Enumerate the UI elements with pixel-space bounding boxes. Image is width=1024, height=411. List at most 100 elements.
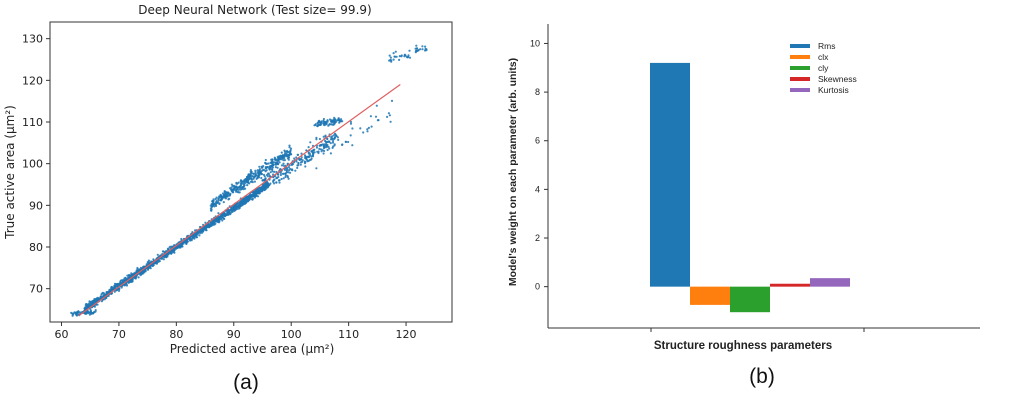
scatter-point: [288, 144, 291, 147]
scatter-point: [265, 173, 269, 177]
x-tick-label: 100: [281, 328, 302, 341]
scatter-point: [421, 45, 424, 48]
scatter-point: [76, 314, 79, 317]
scatter-point: [398, 58, 401, 62]
scatter-point: [322, 135, 325, 138]
y-tick-label: 4: [535, 184, 540, 194]
scatter-point: [117, 289, 121, 292]
scatter-point: [230, 209, 233, 212]
scatter-point: [282, 172, 285, 175]
scatter-point: [351, 144, 354, 147]
bar-skewness: [770, 283, 810, 287]
scatter-point: [287, 177, 290, 180]
scatter-point: [102, 294, 105, 297]
scatter-point: [226, 193, 229, 196]
scatter-point: [168, 246, 171, 249]
legend-swatch: [790, 88, 810, 92]
y-tick-label: 8: [535, 87, 540, 97]
scatter-point: [305, 149, 308, 152]
scatter-point: [217, 212, 220, 215]
scatter-point: [408, 56, 412, 59]
scatter-point: [247, 198, 250, 201]
scatter-point: [234, 206, 237, 209]
scatter-point: [318, 123, 321, 127]
scatter-point: [93, 298, 96, 302]
scatter-point: [256, 191, 259, 194]
scatter-point: [227, 213, 230, 216]
scatter-point: [349, 134, 352, 137]
scatter-point: [89, 311, 93, 314]
scatter-point: [294, 169, 297, 172]
bar-rms: [650, 62, 690, 287]
chart-b-y-ticks: 0 2 4 6 8 10: [530, 38, 548, 292]
scatter-point: [273, 182, 276, 185]
scatter-point: [295, 156, 298, 159]
scatter-point: [219, 215, 222, 218]
scatter-point: [414, 47, 417, 50]
scatter-point: [264, 188, 267, 191]
scatter-point: [70, 311, 73, 314]
scatter-point: [264, 170, 267, 173]
scatter-point: [324, 139, 327, 143]
scatter-point: [337, 138, 340, 141]
scatter-point: [282, 154, 285, 158]
scatter-point: [100, 300, 103, 303]
scatter-point: [301, 159, 304, 162]
scatter-point: [242, 200, 245, 203]
chart-a-fit-line: [78, 84, 401, 317]
scatter-point: [165, 256, 168, 259]
scatter-point: [110, 286, 113, 289]
scatter-point: [398, 55, 401, 58]
scatter-point: [317, 120, 320, 123]
scatter-point: [202, 228, 205, 231]
scatter-point: [258, 191, 261, 194]
scatter-point: [246, 200, 249, 203]
scatter-point: [332, 138, 335, 141]
scatter-point: [275, 181, 278, 184]
legend-swatch: [790, 44, 810, 48]
scatter-point: [145, 263, 148, 266]
scatter-point: [193, 234, 196, 237]
scatter-point: [293, 157, 296, 160]
scatter-point: [406, 56, 409, 59]
scatter-point: [224, 197, 228, 200]
scatter-point: [298, 158, 301, 162]
scatter-point: [273, 161, 276, 164]
scatter-point: [113, 290, 116, 293]
scatter-point: [240, 202, 243, 205]
scatter-point: [331, 139, 335, 143]
scatter-point: [231, 190, 234, 193]
scatter-point: [320, 143, 323, 146]
x-tick-label: 120: [396, 328, 417, 341]
scatter-point: [155, 261, 158, 264]
legend-label: Kurtosis: [818, 85, 849, 95]
scatter-point: [387, 112, 390, 115]
scatter-point: [227, 192, 230, 195]
scatter-point: [264, 165, 268, 169]
scatter-point: [258, 165, 261, 168]
bar-kurtosis: [810, 278, 850, 287]
scatter-point: [274, 175, 277, 178]
y-tick-label: 80: [29, 241, 43, 254]
scatter-point: [351, 127, 354, 130]
scatter-point: [307, 151, 310, 154]
scatter-point: [119, 280, 122, 283]
scatter-point: [214, 203, 217, 206]
scatter-point: [237, 207, 240, 210]
scatter-point: [257, 176, 261, 179]
scatter-point: [254, 175, 257, 178]
scatter-point: [129, 280, 133, 284]
scatter-point: [336, 119, 339, 122]
scatter-point: [262, 183, 265, 186]
scatter-point: [91, 311, 95, 314]
scatter-point: [308, 159, 311, 162]
scatter-point: [249, 196, 252, 199]
scatter-point: [266, 162, 269, 165]
scatter-point: [262, 168, 265, 171]
legend-label: Rms: [818, 41, 835, 51]
scatter-point: [370, 125, 373, 128]
scatter-point: [85, 311, 88, 314]
scatter-point: [251, 197, 254, 200]
scatter-point: [359, 127, 362, 130]
chart-a-x-label-text: Predicted active area: [170, 342, 297, 356]
